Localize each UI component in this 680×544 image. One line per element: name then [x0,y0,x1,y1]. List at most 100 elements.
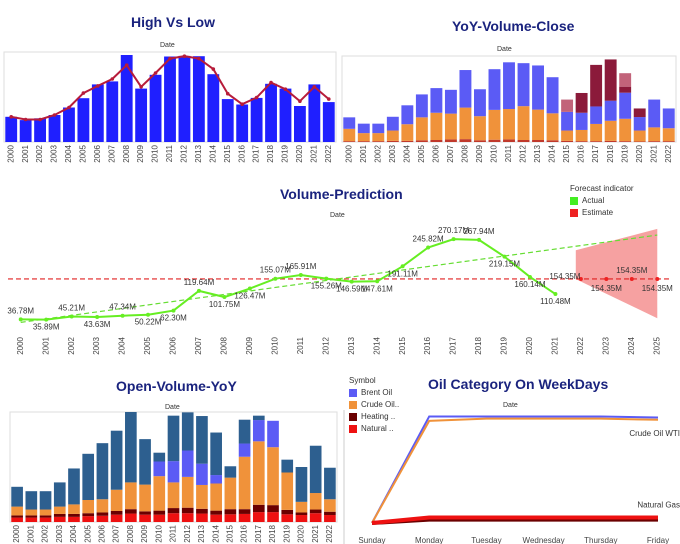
bar-segment-2006-0 [430,139,443,142]
bar-segment-2011-0 [503,139,515,142]
x-tick-2020: 2020 [525,336,534,354]
actual-label-2015: 191.11M [387,269,418,278]
x-tick-2006: 2006 [98,524,107,542]
end-label-crude: Crude Oil WTI [629,429,680,438]
bar-segment-2010-1 [488,109,501,140]
bar-segment-2010-2 [488,69,501,110]
x-tick-2002: 2002 [67,336,76,354]
x-tick-2007: 2007 [446,144,455,162]
bar-segment-2018-1 [604,120,617,141]
x-tick-2015: 2015 [225,524,234,542]
actual-label-2021: 110.48M [540,297,571,306]
bar-segment-2008-2 [459,70,472,108]
line-point-2001 [23,117,28,122]
actual-label-2016: 245.82M [413,234,444,243]
x-tick-2008: 2008 [122,144,131,162]
bar-segment-2019-0 [281,514,294,522]
x-tick-2001: 2001 [21,144,30,162]
bar-segment-2021-2 [309,493,322,510]
bar-segment-2012-1 [181,507,194,514]
bar-segment-2005-4 [82,453,95,500]
actual-label-2011: 165.91M [285,262,316,271]
x-tick-2019: 2019 [282,524,291,542]
x-tick-2018: 2018 [606,144,615,162]
bar-segment-2016-1 [575,129,588,142]
bar-segment-2019-2 [619,92,632,119]
bar-segment-2019-4 [619,73,632,87]
legend-item-actual[interactable]: Actual [570,196,634,205]
bar-segment-2017-1 [252,504,265,513]
bar-segment-2000-4 [11,486,23,507]
bar-segment-2013-2 [532,65,544,110]
bar-2007 [106,81,119,142]
bar-segment-2015-2 [224,477,237,510]
x-tick-2021: 2021 [551,336,560,354]
bar-segment-2008-1 [125,509,137,514]
bar-segment-2001-2 [25,509,38,516]
legend-item-crude[interactable]: Crude Oil.. [349,400,399,409]
bar-segment-2017-0 [252,512,265,522]
x-tick-2005: 2005 [417,144,426,162]
actual-point-2011 [298,272,303,277]
bar-segment-2016-1 [238,509,251,514]
x-tick-2016: 2016 [577,144,586,162]
bar-segment-2019-3 [619,86,632,93]
bar-2013 [192,56,205,143]
x-tick-2004: 2004 [64,144,73,162]
bar-segment-2012-2 [517,63,530,107]
forecast-legend: Forecast indicator Actual Estimate [570,184,634,220]
x-tick-2020: 2020 [295,144,304,162]
legend-item-heating[interactable]: Heating .. [349,412,399,421]
bar-segment-2004-0 [68,516,80,522]
bar-segment-2006-2 [96,499,109,513]
bar-segment-2021-1 [309,509,322,514]
x-tick-2016: 2016 [240,524,249,542]
end-label-natural-gas: Natural Gas [637,500,680,509]
x-tick-2016: 2016 [423,336,432,354]
bar-segment-2016-0 [238,513,251,522]
bar-segment-2012-1 [517,106,530,140]
x-tick-2013: 2013 [533,144,542,162]
line-point-2021 [312,85,317,89]
actual-point-2018 [477,237,482,242]
x-tick-2000: 2000 [344,144,353,162]
legend-item-brent[interactable]: Brent Oil [349,388,399,397]
x-tick-2020: 2020 [635,144,644,162]
bar-segment-2017-2 [252,441,265,505]
bar-segment-2004-1 [401,124,414,141]
bar-segment-2013-0 [196,513,208,522]
bar-segment-2022-1 [662,128,675,142]
bar-segment-2016-2 [238,456,251,510]
actual-label-2002: 45.21M [58,303,85,312]
legend-item-natural[interactable]: Natural .. [349,424,399,433]
actual-point-2008 [222,295,227,300]
x-tick-2010: 2010 [154,524,163,542]
bar-segment-2018-2 [604,100,617,121]
bar-2003 [48,115,61,142]
x-tick-2012: 2012 [519,144,528,162]
bar-segment-2012-0 [517,139,530,142]
high-low-chart: 2000 2001 2002 2003 2004 2005 2006 2007 2008 2009… [3,51,337,163]
bar-segment-2014-2 [210,483,222,511]
actual-label-2014: 147.61M [362,284,393,293]
bar-segment-2017-1 [590,123,603,142]
open-volume-yoy-chart: 2000 2001 2002 2003 2004 2005 2006 2007 2008 2009… [9,411,338,543]
bar-segment-2005-2 [415,94,428,118]
open-volume-yoy-date-label: Date [165,404,180,411]
bar-segment-2008-2 [125,482,137,510]
x-tick-2012: 2012 [321,336,330,354]
line-crude-oil-wti [371,417,659,524]
x-tick-2009: 2009 [245,336,254,354]
x-tick-2003: 2003 [92,336,101,354]
estimate-label-2023: 154.35M [591,284,622,293]
x-tick-2021: 2021 [311,524,320,542]
bar-segment-2015-0 [561,140,574,142]
bar-segment-2002-2 [39,509,52,516]
actual-point-2017 [451,237,456,242]
legend-item-estimate[interactable]: Estimate [570,208,634,217]
line-point-2010 [153,71,158,75]
actual-line [20,238,556,321]
actual-label-2017: 270.17M [438,226,469,235]
bar-segment-2002-1 [39,515,52,518]
bar-segment-2016-3 [238,443,251,457]
